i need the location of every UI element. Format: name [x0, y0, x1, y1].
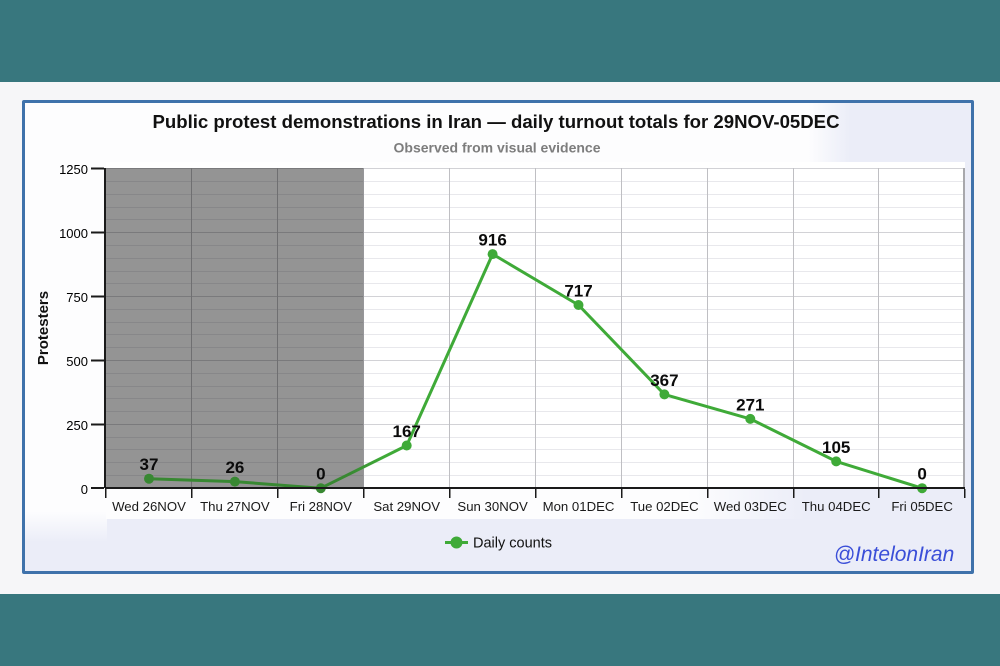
svg-text:250: 250	[66, 418, 88, 433]
svg-text:271: 271	[736, 395, 764, 414]
svg-text:Sun 30NOV: Sun 30NOV	[457, 499, 528, 514]
svg-text:1250: 1250	[59, 162, 88, 177]
svg-text:750: 750	[66, 290, 88, 305]
svg-text:26: 26	[225, 458, 244, 477]
svg-text:@IntelonIran: @IntelonIran	[834, 543, 955, 566]
svg-text:Public protest demonstrations: Public protest demonstrations in Iran — …	[152, 111, 839, 132]
svg-text:1000: 1000	[59, 226, 88, 241]
svg-text:105: 105	[822, 438, 850, 457]
svg-text:Thu 27NOV: Thu 27NOV	[200, 499, 270, 514]
svg-text:Wed 03DEC: Wed 03DEC	[714, 499, 788, 514]
svg-text:Fri 05DEC: Fri 05DEC	[891, 499, 953, 514]
svg-text:Tue 02DEC: Tue 02DEC	[630, 499, 699, 514]
svg-text:Wed 26NOV: Wed 26NOV	[112, 499, 186, 514]
svg-text:Daily counts: Daily counts	[473, 536, 552, 552]
svg-text:Thu 04DEC: Thu 04DEC	[802, 499, 871, 514]
svg-text:37: 37	[140, 455, 159, 474]
svg-text:Sat 29NOV: Sat 29NOV	[373, 499, 440, 514]
svg-text:Protesters: Protesters	[35, 291, 52, 365]
svg-text:717: 717	[564, 282, 592, 301]
svg-text:367: 367	[650, 371, 678, 390]
svg-text:500: 500	[66, 354, 88, 369]
svg-text:0: 0	[917, 465, 926, 484]
svg-text:0: 0	[81, 482, 88, 497]
svg-text:0: 0	[316, 465, 325, 484]
svg-text:916: 916	[478, 231, 506, 250]
svg-text:Observed from visual evidence: Observed from visual evidence	[394, 140, 601, 156]
svg-text:Mon 01DEC: Mon 01DEC	[543, 499, 615, 514]
svg-text:Fri 28NOV: Fri 28NOV	[290, 499, 352, 514]
svg-text:167: 167	[393, 422, 421, 441]
